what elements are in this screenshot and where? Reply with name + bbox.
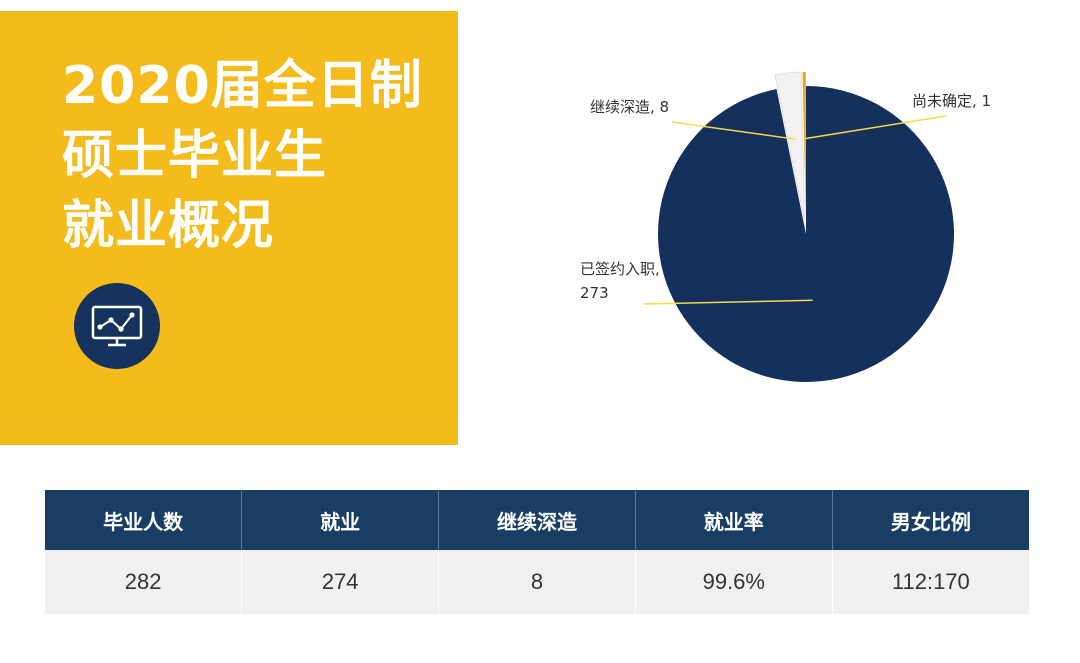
page-title: 2020届全日制 硕士毕业生 就业概况 bbox=[62, 51, 423, 261]
title-line-2: 硕士毕业生 bbox=[62, 126, 328, 186]
pie-label-3: 尚未确定, 1 bbox=[912, 92, 991, 110]
table-header-row: 毕业人数 就业 继续深造 就业率 男女比例 bbox=[45, 490, 1029, 550]
pie-slice-1 bbox=[658, 86, 955, 382]
pie-slice-3 bbox=[802, 72, 806, 221]
title-line-3: 就业概况 bbox=[62, 196, 275, 256]
table-row: 282 274 8 99.6% 112:170 bbox=[45, 550, 1029, 614]
cell-graduates: 282 bbox=[45, 550, 242, 614]
header-graduates: 毕业人数 bbox=[45, 490, 242, 550]
pie-leader-line-2 bbox=[671, 121, 796, 140]
pie-leader-line-3 bbox=[804, 115, 947, 140]
employment-pie-chart: 已签约入职, 273 继续深造, 8 尚未确定, 1 bbox=[580, 71, 991, 382]
cell-employed: 274 bbox=[241, 550, 439, 614]
header-gender-ratio: 男女比例 bbox=[831, 490, 1029, 550]
monitor-network-icon bbox=[91, 305, 143, 347]
pie-slice-2 bbox=[774, 71, 805, 221]
stats-table: 毕业人数 就业 继续深造 就业率 男女比例 282 274 8 99.6% 11… bbox=[45, 490, 1029, 614]
icon-badge bbox=[74, 283, 160, 369]
header-further-study: 继续深造 bbox=[438, 490, 636, 550]
header-employed: 就业 bbox=[241, 490, 439, 550]
header-employment-rate: 就业率 bbox=[634, 490, 833, 550]
cell-employment-rate: 99.6% bbox=[634, 550, 833, 614]
title-panel: 2020届全日制 硕士毕业生 就业概况 bbox=[0, 11, 458, 445]
cell-further-study: 8 bbox=[438, 550, 636, 614]
title-line-1: 2020届全日制 bbox=[62, 56, 423, 116]
pie-label-2: 继续深造, 8 bbox=[590, 98, 669, 116]
pie-label-1: 已签约入职, 273 bbox=[580, 260, 660, 302]
pie-leader-line-1 bbox=[643, 299, 813, 305]
cell-gender-ratio: 112:170 bbox=[831, 550, 1029, 614]
